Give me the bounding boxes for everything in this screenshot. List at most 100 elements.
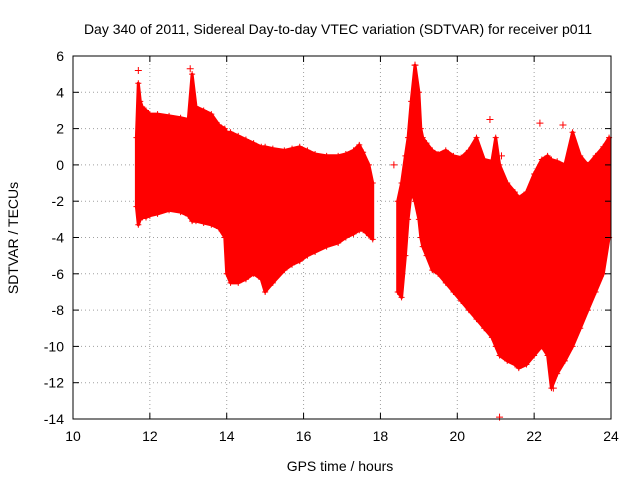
data-point-marker (342, 234, 349, 241)
y-tick-label: -14 (44, 411, 64, 427)
x-tick-label: 14 (219, 428, 235, 444)
data-point-marker (250, 270, 257, 277)
data-point-marker (419, 134, 426, 141)
data-point-marker (423, 252, 430, 259)
data-point-marker (235, 279, 242, 286)
data-point-marker (177, 209, 184, 216)
data-point-marker (208, 221, 215, 228)
data-point-marker (394, 288, 401, 295)
data-point-marker (323, 152, 330, 159)
data-point-marker (435, 270, 442, 277)
y-tick-label: -10 (44, 338, 64, 354)
x-tick-label: 10 (65, 428, 81, 444)
data-point-marker (523, 189, 530, 196)
y-tick-label: -4 (52, 230, 65, 246)
data-point-marker (335, 239, 342, 246)
data-point-marker (365, 161, 372, 168)
data-point-marker (511, 361, 518, 368)
y-tick-label: -12 (44, 375, 64, 391)
data-point-marker (417, 234, 424, 241)
x-tick-label: 20 (449, 428, 465, 444)
data-point-marker (185, 212, 192, 219)
data-point-marker (281, 147, 288, 154)
data-point-outlier (497, 152, 505, 160)
data-point-marker (415, 216, 422, 223)
data-point-marker (442, 147, 449, 154)
data-point-marker (185, 116, 192, 123)
data-point-outlier (486, 116, 494, 124)
data-point-marker (423, 140, 430, 147)
chart-title: Day 340 of 2011, Sidereal Day-to-day VTE… (84, 21, 592, 37)
data-point-marker (429, 267, 436, 274)
data-point-marker (515, 365, 522, 372)
data-point-marker (296, 143, 303, 150)
data-point-marker (561, 357, 568, 364)
data-point-marker (465, 307, 472, 314)
data-point-marker (154, 111, 161, 118)
data-point-marker (166, 112, 173, 119)
data-point-marker (143, 214, 150, 221)
data-point-marker (200, 107, 207, 114)
data-point-marker (216, 121, 223, 128)
data-point-outlier (186, 65, 194, 73)
data-point-marker (394, 198, 401, 205)
data-point-marker (360, 149, 367, 156)
y-tick-label: -8 (52, 302, 65, 318)
y-tick-label: 0 (56, 157, 64, 173)
y-tick-label: 6 (56, 48, 64, 64)
data-point-marker (154, 210, 161, 217)
data-point-marker (133, 134, 140, 141)
data-point-marker (402, 152, 409, 159)
x-axis-label: GPS time / hours (287, 458, 394, 474)
data-point-marker (216, 225, 223, 232)
data-point-marker (135, 221, 142, 228)
data-point-marker (473, 316, 480, 323)
data-point-marker (258, 276, 265, 283)
data-point-marker (323, 243, 330, 250)
data-point-marker (350, 147, 357, 154)
data-point-marker (577, 152, 584, 159)
data-point-marker (304, 147, 311, 154)
data-point-marker (242, 136, 249, 143)
data-point-marker (137, 98, 144, 105)
data-point-marker (544, 152, 551, 159)
data-point-marker (481, 156, 488, 163)
data-point-marker (166, 207, 173, 214)
data-point-marker (523, 361, 530, 368)
x-tick-label: 12 (142, 428, 158, 444)
data-point-outlier (536, 119, 544, 127)
data-point-marker (569, 129, 576, 136)
data-band (134, 72, 375, 294)
data-point-marker (235, 132, 242, 139)
data-point-marker (350, 230, 357, 237)
data-point-marker (429, 147, 436, 154)
data-point-marker (221, 125, 228, 132)
data-point-marker (458, 154, 465, 161)
data-point-marker (289, 261, 296, 268)
data-point-outlier (411, 61, 419, 69)
data-point-marker (335, 152, 342, 159)
y-tick-label: -2 (52, 193, 65, 209)
data-point-marker (369, 180, 376, 187)
data-point-marker (492, 343, 499, 350)
data-point-marker (504, 180, 511, 187)
data-point-marker (408, 189, 415, 196)
data-point-marker (221, 234, 228, 241)
data-point-marker (504, 357, 511, 364)
data-point-marker (133, 203, 140, 210)
data-point-marker (269, 145, 276, 152)
data-point-marker (146, 111, 153, 118)
data-point-marker (289, 145, 296, 152)
data-point-outlier (134, 67, 142, 75)
data-point-marker (177, 114, 184, 121)
data-point-marker (442, 279, 449, 286)
data-point-marker (398, 180, 405, 187)
data-point-marker (398, 294, 405, 301)
data-point-marker (262, 143, 269, 150)
data-point-marker (269, 279, 276, 286)
y-tick-label: -6 (52, 266, 65, 282)
data-point-marker (592, 152, 599, 159)
data-point-marker (561, 161, 568, 168)
data-point-marker (488, 334, 495, 341)
data-point-marker (473, 134, 480, 141)
